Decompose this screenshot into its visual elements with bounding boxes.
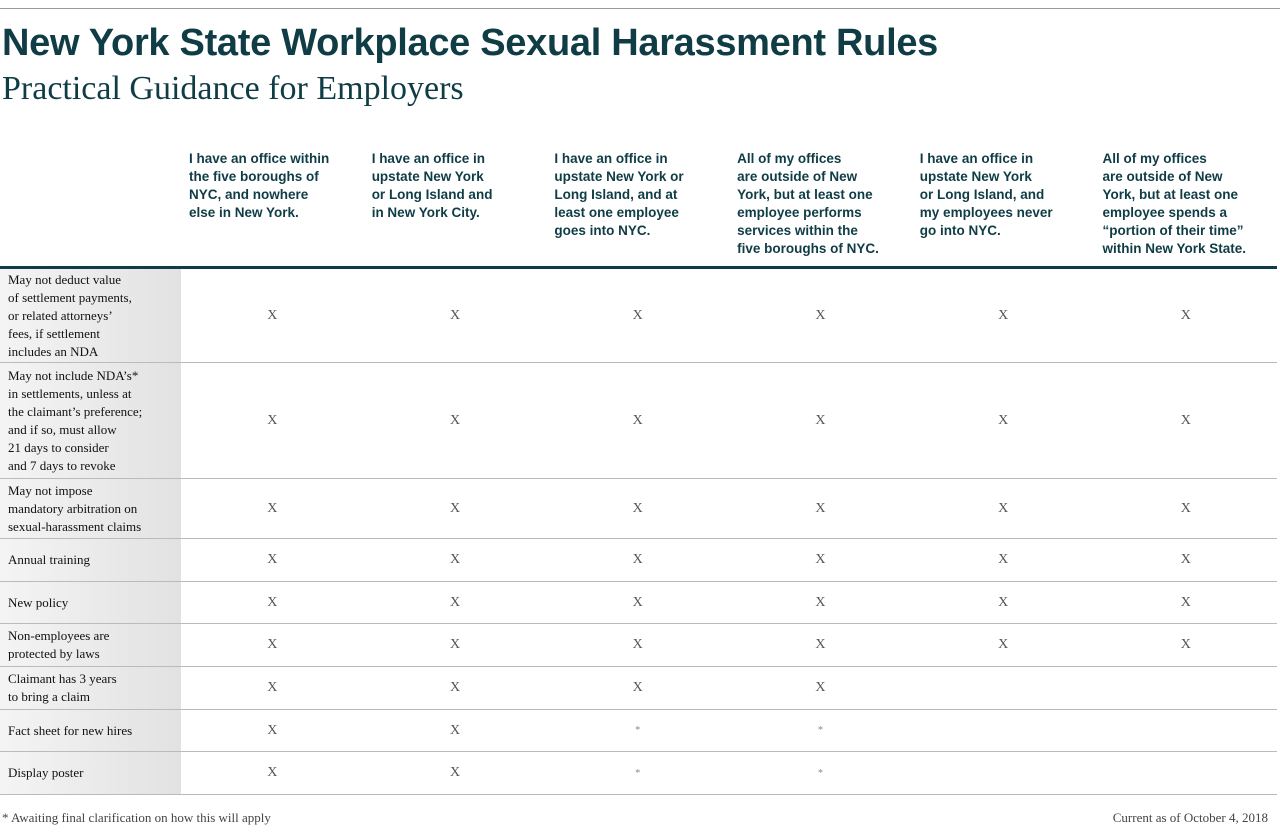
column-header: I have an office within the five borough…: [189, 151, 330, 220]
cell: X: [998, 500, 1009, 516]
cell: X: [449, 637, 461, 652]
cell: X: [267, 552, 278, 567]
row-label: Display poster: [0, 752, 181, 794]
cell: X: [267, 722, 278, 738]
cell: *: [635, 767, 641, 779]
row-label: May not include NDA’s* in settlements, u…: [0, 363, 181, 478]
cell: X: [449, 500, 461, 516]
cell: X: [449, 307, 461, 323]
cell: X: [998, 552, 1009, 567]
cell: X: [815, 307, 826, 323]
cell: X: [449, 680, 461, 695]
cell: X: [998, 412, 1009, 428]
cell: X: [267, 500, 278, 516]
footnote: * Awaiting final clarification on how th…: [2, 810, 271, 825]
row-rule: [0, 538, 1277, 539]
cell: *: [635, 725, 641, 736]
row-rule: [0, 362, 1277, 363]
cell: X: [632, 680, 643, 695]
cell: X: [449, 765, 461, 780]
column-header: I have an office in upstate New York or …: [371, 151, 493, 220]
cell: X: [449, 594, 461, 610]
cell: X: [998, 594, 1009, 610]
cell: X: [632, 307, 643, 323]
header-rule: [0, 266, 1277, 269]
cell: X: [267, 765, 278, 780]
row-label: New policy: [0, 582, 181, 623]
cell: X: [449, 722, 461, 738]
cell: X: [815, 500, 826, 516]
row-rule: [0, 751, 1277, 752]
cell: *: [817, 725, 823, 736]
row-label: Annual training: [0, 539, 181, 581]
cell: X: [267, 594, 278, 610]
cell: X: [815, 680, 826, 695]
cell: X: [1180, 594, 1191, 610]
cell: X: [632, 412, 643, 428]
row-label: Non-employees are protected by laws: [0, 624, 181, 666]
cell: X: [632, 500, 643, 516]
row-label: Fact sheet for new hires: [0, 710, 181, 751]
row-rule: [0, 794, 1277, 795]
column-header: I have an office in upstate New York or …: [554, 151, 684, 238]
column-header: All of my offices are outside of New Yor…: [1102, 151, 1247, 256]
cell: X: [449, 552, 461, 567]
cell: X: [1180, 552, 1191, 567]
date: Current as of October 4, 2018: [1112, 810, 1268, 825]
cell: X: [1180, 500, 1191, 516]
cell: X: [267, 307, 278, 323]
cell: X: [998, 307, 1009, 323]
cell: X: [267, 412, 278, 428]
row-rule: [0, 709, 1277, 710]
rule: [0, 8, 1280, 9]
cell: X: [1180, 307, 1191, 323]
cell: X: [1180, 637, 1191, 652]
cell: X: [815, 594, 826, 610]
cell: *: [817, 767, 823, 779]
title: New York State Workplace Sexual Harassme…: [2, 22, 939, 64]
row-rule: [0, 623, 1277, 624]
cell: X: [632, 552, 643, 567]
cell: X: [815, 552, 826, 567]
row-rule: [0, 581, 1277, 582]
cell: X: [998, 637, 1009, 652]
cell: X: [449, 412, 461, 428]
cell: X: [267, 637, 278, 652]
row-label: Claimant has 3 years to bring a claim: [0, 667, 181, 709]
column-header: All of my offices are outside of New Yor…: [737, 151, 879, 256]
cell: X: [632, 637, 643, 652]
column-header: I have an office in upstate New York or …: [919, 151, 1053, 238]
cell: X: [267, 680, 278, 695]
row-rule: [0, 478, 1277, 479]
row-rule: [0, 666, 1277, 667]
cell: X: [1180, 412, 1191, 428]
cell: X: [815, 412, 826, 428]
cell: X: [815, 637, 826, 652]
subtitle: Practical Guidance for Employers: [2, 70, 464, 107]
cell: X: [632, 594, 643, 610]
row-label: May not impose mandatory arbitration on …: [0, 479, 181, 538]
row-label: May not deduct value of settlement payme…: [0, 269, 181, 362]
